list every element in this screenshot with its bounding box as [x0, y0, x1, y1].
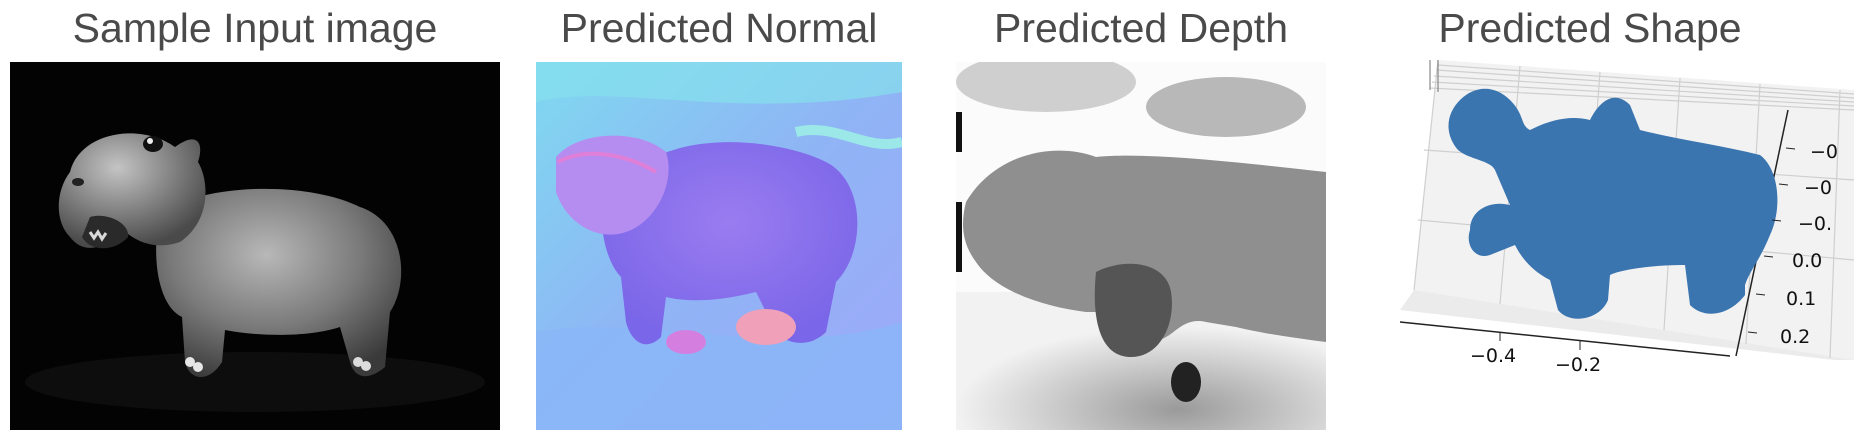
predicted-depth-title: Predicted Depth	[993, 5, 1288, 51]
predicted-shape-plot: −0 −0 −0. 0.0 0.1 0.2 −0.4 −0.2	[1400, 60, 1854, 436]
z-tick-label: 0.0	[1792, 250, 1822, 272]
x-tick-label: −0.4	[1470, 345, 1516, 367]
normal-map	[536, 62, 902, 430]
hippo-photo	[10, 62, 500, 430]
bottom-axis-ticks: −0.4 −0.2	[1470, 332, 1601, 376]
z-tick-label: −0	[1810, 141, 1838, 163]
z-tick-label: 0.1	[1786, 288, 1816, 310]
predicted-depth-image	[956, 62, 1326, 430]
point-cloud	[1448, 88, 1778, 319]
predicted-shape-title: Predicted Shape	[1438, 5, 1742, 51]
input-image	[10, 62, 500, 430]
floor-pane	[1400, 290, 1854, 360]
depth-map	[956, 62, 1326, 430]
predicted-normal-image	[536, 62, 902, 430]
z-tick-label: −0.	[1798, 213, 1832, 235]
right-axis-ticks: −0 −0 −0. 0.0 0.1 0.2	[1747, 141, 1838, 348]
shape-3d-axes: −0 −0 −0. 0.0 0.1 0.2 −0.4 −0.2	[1400, 60, 1854, 376]
predicted-normal-title: Predicted Normal	[560, 5, 878, 51]
z-tick-label: −0	[1804, 177, 1832, 199]
x-axis-line	[1400, 321, 1731, 357]
x-tick-label: −0.2	[1555, 354, 1601, 376]
z-tick-label: 0.2	[1780, 326, 1810, 348]
input-image-title: Sample Input image	[72, 5, 438, 51]
